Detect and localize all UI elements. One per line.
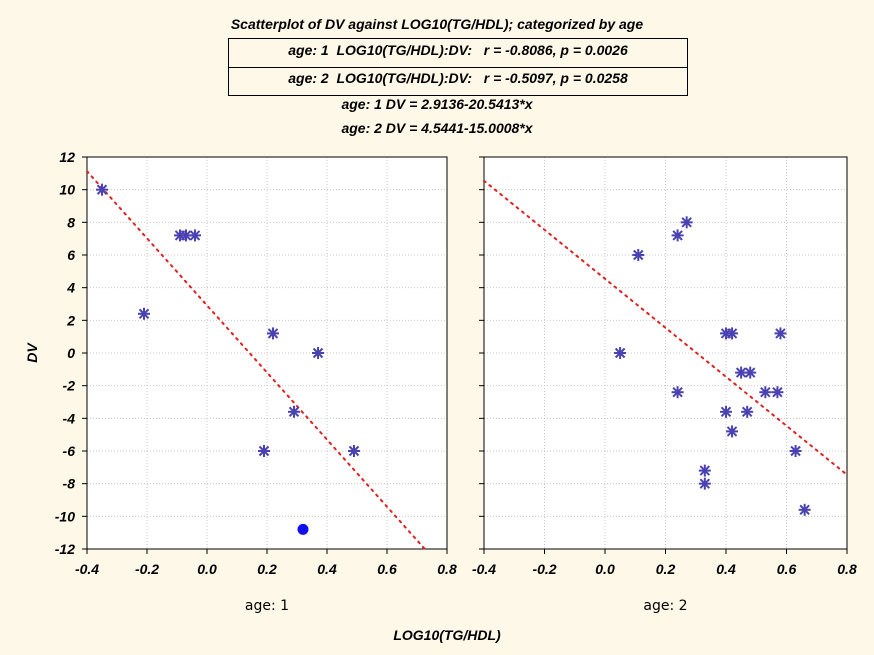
regression-line-2: [483, 179, 848, 476]
x-tick-label: 0.6: [377, 561, 397, 577]
data-point: [789, 445, 802, 457]
data-point: [798, 503, 811, 516]
data-point: [759, 386, 772, 399]
data-point: [698, 464, 711, 477]
highlighted-point: [297, 523, 309, 535]
x-tick-label: -0.2: [532, 561, 556, 577]
regression-equation-age-2: age: 2 DV = 4.5441-15.0008*x: [341, 120, 533, 136]
data-point: [720, 405, 732, 418]
chart-title: Scatterplot of DV against LOG10(TG/HDL);…: [230, 16, 644, 32]
data-point: [267, 327, 279, 340]
y-tick-label: 2: [66, 312, 75, 328]
x-tick-label: 0.6: [777, 561, 797, 577]
panel-label-1: age: 1: [245, 598, 289, 614]
data-point: [96, 183, 108, 196]
x-tick-label: 0.0: [197, 561, 217, 577]
data-point: [348, 445, 360, 457]
correlation-divider: [229, 67, 687, 68]
y-tick-label: 4: [66, 280, 75, 296]
y-tick-label: 10: [59, 182, 75, 198]
data-point: [771, 386, 784, 399]
x-tick-label: 0.0: [595, 561, 615, 577]
y-tick-label: 6: [67, 247, 75, 263]
correlation-box: age: 1 LOG10(TG/HDL):DV: r = -0.8086, p …: [228, 38, 688, 96]
data-point: [632, 249, 645, 261]
data-point: [258, 445, 270, 457]
regression-equation-age-1: age: 1 DV = 2.9136-20.5413*x: [341, 96, 533, 112]
correlation-age-2: age: 2 LOG10(TG/HDL):DV: r = -0.5097, p …: [288, 70, 628, 86]
data-point: [312, 347, 324, 359]
x-tick-label: 0.4: [317, 561, 337, 577]
y-tick-label: 12: [59, 149, 75, 165]
x-axis-label: LOG10(TG/HDL): [393, 627, 501, 643]
data-point: [138, 307, 150, 320]
y-tick-label: -12: [55, 541, 75, 557]
panel-label-2: age: 2: [643, 598, 687, 614]
y-tick-label: 8: [67, 214, 75, 230]
data-point: [698, 477, 711, 490]
x-tick-label: -0.4: [75, 561, 99, 577]
data-point: [741, 405, 754, 418]
data-point: [614, 347, 627, 359]
x-tick-label: 0.8: [437, 561, 457, 577]
data-point: [680, 216, 693, 229]
data-point: [726, 425, 739, 438]
y-tick-label: -4: [63, 410, 76, 426]
x-tick-label: 0.8: [837, 561, 857, 577]
data-point: [671, 229, 684, 242]
data-point: [671, 386, 684, 399]
data-point: [726, 327, 739, 340]
correlation-age-1: age: 1 LOG10(TG/HDL):DV: r = -0.8086, p …: [288, 42, 628, 58]
x-tick-label: 0.4: [716, 561, 736, 577]
y-tick-label: -6: [63, 443, 76, 459]
data-point: [189, 229, 201, 242]
regression-line-1: [86, 170, 426, 550]
data-point: [735, 366, 748, 379]
y-axis-label: DV: [24, 342, 40, 363]
y-tick-label: -10: [55, 508, 75, 524]
y-tick-label: -8: [63, 476, 76, 492]
x-tick-label: 0.2: [257, 561, 277, 577]
x-tick-label: -0.2: [135, 561, 159, 577]
data-point: [774, 327, 787, 340]
y-tick-label: -2: [63, 378, 76, 394]
x-tick-label: 0.2: [656, 561, 676, 577]
data-point: [288, 405, 300, 418]
data-point: [744, 366, 757, 379]
y-tick-label: 0: [67, 345, 75, 361]
x-tick-label: -0.4: [472, 561, 496, 577]
